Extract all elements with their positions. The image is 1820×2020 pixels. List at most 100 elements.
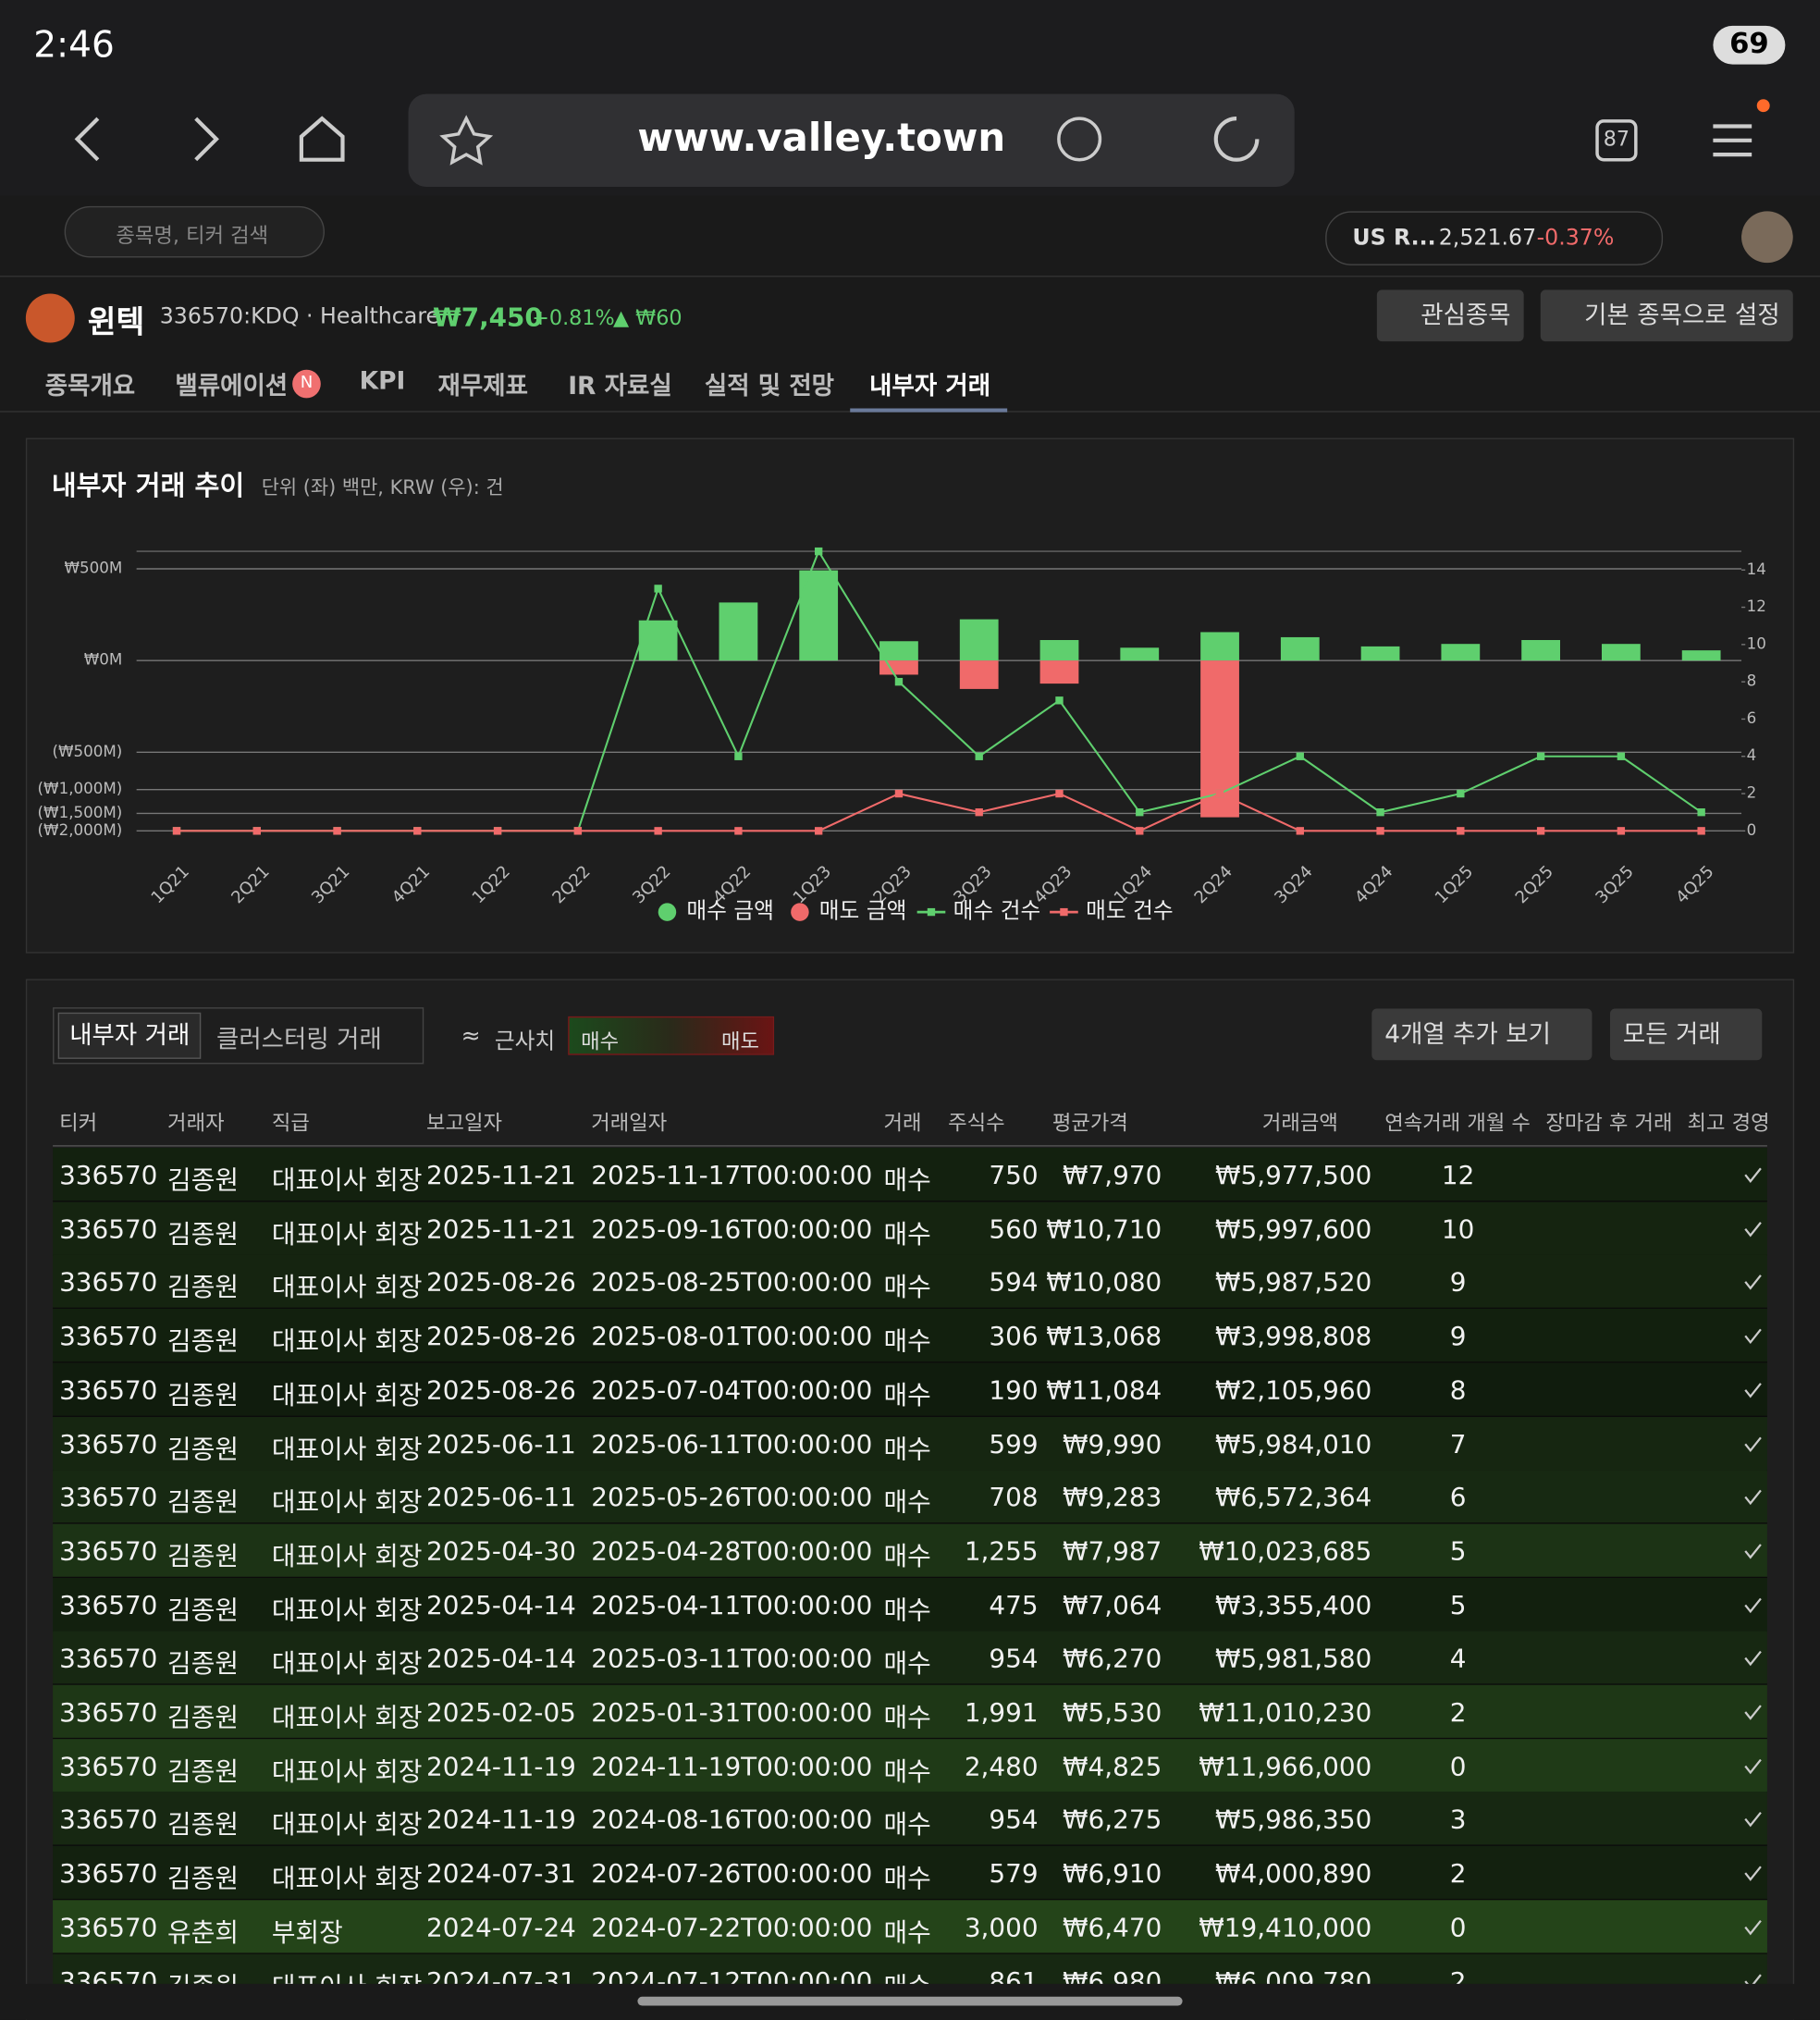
table-cell: 김종원 xyxy=(167,1863,239,1894)
x-tick-label: 4Q24 xyxy=(1351,862,1396,907)
table-cell: 김종원 xyxy=(167,1433,239,1464)
tab[interactable]: 내부자 거래 xyxy=(869,372,991,401)
avatar[interactable] xyxy=(1741,211,1793,264)
tab[interactable]: 재무제표 xyxy=(437,372,528,401)
column-header[interactable]: 보고일자 xyxy=(426,1110,503,1136)
table-row[interactable] xyxy=(53,1792,1767,1847)
check-icon xyxy=(1744,1275,1762,1291)
watch-button[interactable]: 관심종목 xyxy=(1376,289,1524,342)
check-icon xyxy=(1744,1490,1762,1506)
url[interactable]: www.valley.town xyxy=(637,116,1006,162)
marker xyxy=(333,827,341,835)
y-tick-label: (₩500M) xyxy=(52,742,122,760)
table-cell: 2 xyxy=(1449,1857,1467,1889)
y-tick-label: (₩1,500M) xyxy=(38,803,123,821)
table-cell: 9 xyxy=(1449,1320,1467,1352)
table-row[interactable] xyxy=(53,1738,1767,1793)
tab[interactable]: IR 자료실 xyxy=(568,372,672,401)
table-cell: 대표이사 회장 xyxy=(271,1755,423,1787)
table-cell: ₩10,023,685 xyxy=(1199,1535,1372,1567)
table-cell: 2025-05-26T00:00:00 xyxy=(591,1481,873,1513)
table-row[interactable] xyxy=(53,1900,1767,1954)
table-row[interactable] xyxy=(53,1309,1767,1363)
default-button[interactable]: 기본 종목으로 설정 xyxy=(1540,289,1793,342)
table-cell: 560 xyxy=(989,1213,1039,1244)
table-cell: 2025-08-26 xyxy=(426,1373,576,1406)
table-row[interactable] xyxy=(53,1470,1767,1524)
table-cell: 2025-08-25T00:00:00 xyxy=(591,1266,873,1299)
column-header[interactable]: 직급 xyxy=(271,1110,310,1136)
column-header[interactable]: 거래금액 xyxy=(1261,1110,1338,1136)
table-row[interactable] xyxy=(53,1684,1767,1740)
table-cell: 708 xyxy=(989,1481,1039,1513)
legend-label: 매도 건수 xyxy=(1086,898,1174,924)
y2-tick-label: 2 xyxy=(1747,783,1757,802)
column-header[interactable]: 티커 xyxy=(59,1110,98,1136)
table-cell: 2025-03-11T00:00:00 xyxy=(591,1643,873,1674)
table-cell: ₩10,080 xyxy=(1046,1266,1162,1299)
tab-count[interactable]: 87 xyxy=(1603,126,1630,151)
stock-change-abs: ▲ ₩60 xyxy=(612,305,682,330)
column-header[interactable]: 거래일자 xyxy=(591,1110,668,1136)
marker xyxy=(1136,827,1144,835)
table-cell: ₩5,987,520 xyxy=(1215,1266,1372,1299)
marker xyxy=(975,808,983,817)
table-cell: 대표이사 회장 xyxy=(271,1486,423,1518)
table-cell: 336570 xyxy=(59,1750,158,1781)
tab[interactable]: KPI xyxy=(359,366,406,396)
tab[interactable]: 실적 및 전망 xyxy=(704,372,835,401)
table-cell: ₩4,000,890 xyxy=(1215,1857,1372,1889)
table-cell: 2024-11-19T00:00:00 xyxy=(591,1750,873,1781)
table-cell: 9 xyxy=(1449,1266,1467,1299)
table-row[interactable] xyxy=(53,1201,1767,1256)
filter-button[interactable]: 모든 거래 xyxy=(1609,1008,1763,1061)
column-header[interactable]: 주식수 xyxy=(948,1110,1005,1136)
table-row[interactable] xyxy=(53,1523,1767,1579)
table-cell: 유춘희 xyxy=(167,1916,239,1948)
column-header[interactable]: 최고 경영 xyxy=(1687,1110,1770,1136)
bar xyxy=(1280,636,1320,661)
table-cell: 매수 xyxy=(883,1809,931,1841)
search-box[interactable] xyxy=(64,205,325,258)
table-row[interactable] xyxy=(53,1416,1767,1471)
marker xyxy=(894,677,904,686)
table-cell: 대표이사 회장 xyxy=(271,1325,423,1357)
nav-icons xyxy=(74,93,1770,187)
column-header[interactable]: 거래 xyxy=(883,1110,922,1136)
table-cell: ₩5,977,500 xyxy=(1215,1159,1372,1190)
toggle-cluster[interactable]: 클러스터링 거래 xyxy=(215,1025,382,1054)
table-cell: 김종원 xyxy=(167,1486,239,1518)
marker xyxy=(734,827,743,835)
toggle-insider[interactable]: 내부자 거래 xyxy=(57,1012,202,1059)
table-cell: 2 xyxy=(1449,1696,1467,1728)
chart-title: 내부자 거래 추이 xyxy=(52,470,245,501)
table-row[interactable] xyxy=(53,1362,1767,1417)
table-cell: 대표이사 회장 xyxy=(271,1379,423,1410)
tab[interactable]: 밸류에이션 xyxy=(175,372,289,401)
badge: N xyxy=(292,369,321,399)
index-pill[interactable] xyxy=(1325,211,1664,265)
approx-label: 근사치 xyxy=(494,1028,556,1055)
tab[interactable]: 종목개요 xyxy=(44,372,136,401)
table-row[interactable] xyxy=(53,1577,1767,1632)
table-row[interactable] xyxy=(53,1147,1767,1202)
table-cell: 336570 xyxy=(59,1589,158,1620)
table-cell: 2024-08-16T00:00:00 xyxy=(591,1804,873,1835)
table-row[interactable] xyxy=(53,1255,1767,1310)
table-row[interactable] xyxy=(53,1631,1767,1686)
more-columns-button[interactable]: 4개열 추가 보기 xyxy=(1371,1008,1592,1061)
column-header[interactable]: 거래자 xyxy=(167,1110,225,1136)
marker xyxy=(894,789,904,798)
marker xyxy=(1536,752,1545,760)
column-header[interactable]: 연속거래 개월 수 xyxy=(1384,1110,1531,1136)
table-cell: 매수 xyxy=(883,1701,931,1733)
table-cell: 2024-11-19 xyxy=(426,1804,576,1835)
marker xyxy=(815,827,823,835)
table-cell: ₩3,998,808 xyxy=(1215,1320,1372,1352)
column-header[interactable]: 평균가격 xyxy=(1051,1110,1128,1136)
table-cell: 매수 xyxy=(883,1433,931,1464)
column-header[interactable]: 장마감 후 거래 xyxy=(1545,1110,1673,1136)
table-cell: ₩11,010,230 xyxy=(1199,1696,1372,1728)
table-row[interactable] xyxy=(53,1845,1767,1901)
